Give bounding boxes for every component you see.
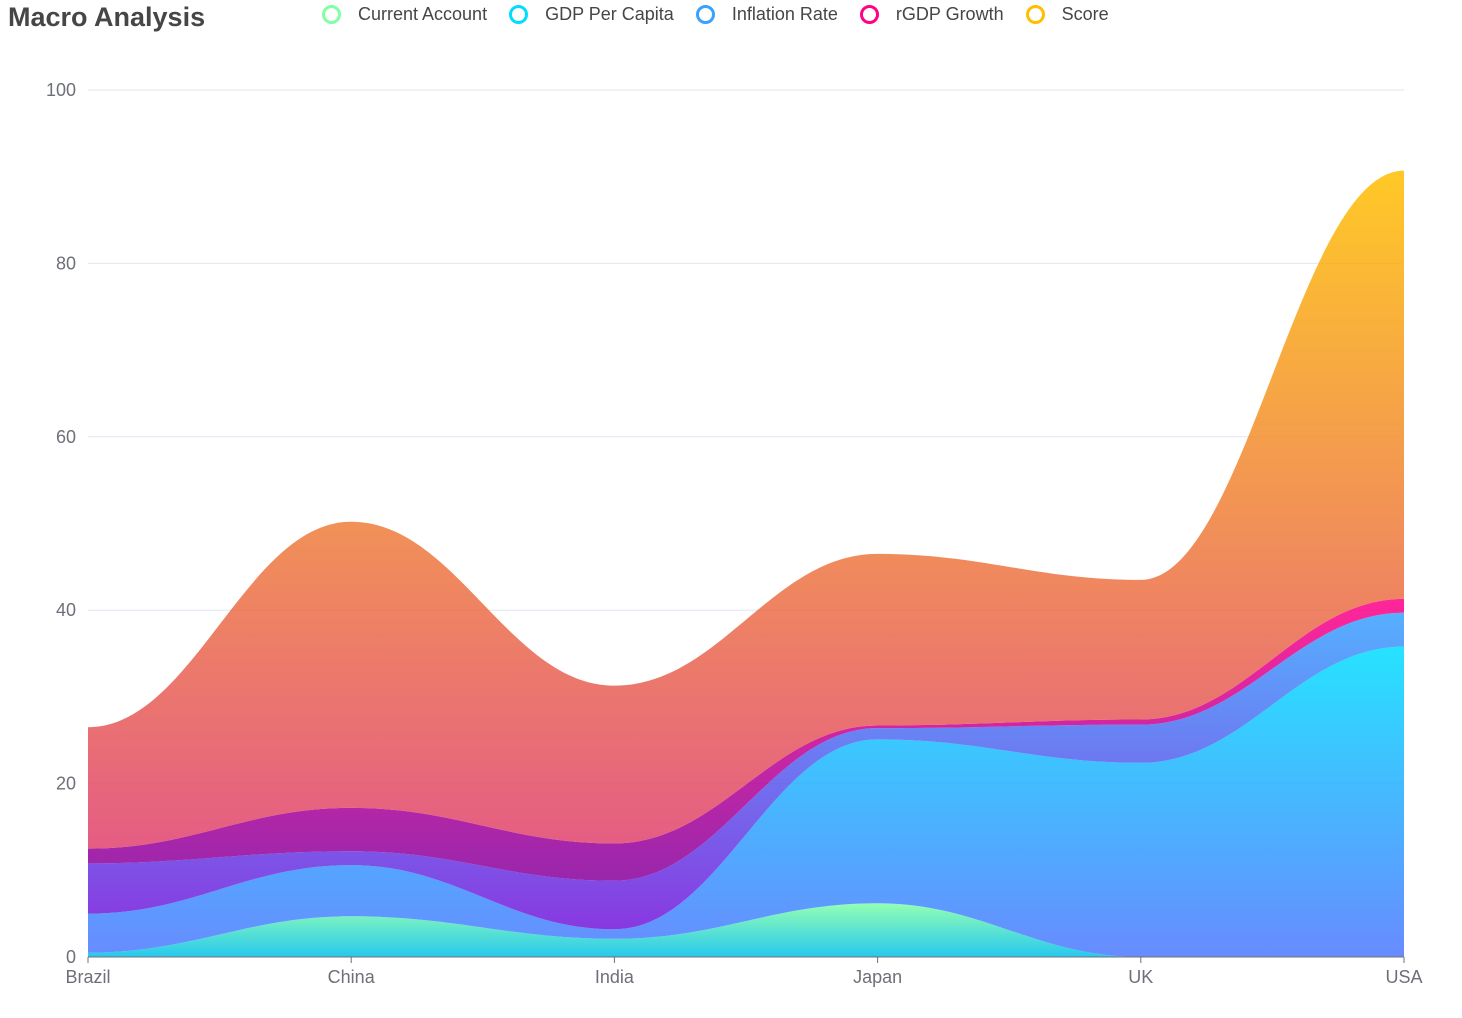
x-tick-label: Japan — [853, 967, 902, 987]
x-tick-label: China — [328, 967, 376, 987]
legend-circle-icon — [859, 5, 879, 24]
legend-label: Current Account — [358, 4, 488, 24]
area-score — [88, 170, 1404, 849]
y-tick-label: 80 — [56, 253, 76, 273]
x-tick-label: UK — [1128, 967, 1153, 987]
legend-label: GDP Per Capita — [545, 4, 674, 24]
y-tick-label: 20 — [56, 774, 76, 794]
legend-label: Score — [1061, 4, 1109, 24]
legend-item[interactable]: Current Account — [322, 4, 487, 25]
area-current-account — [88, 903, 1404, 957]
legend-item[interactable]: rGDP Growth — [859, 4, 1004, 25]
legend-circle-icon — [509, 5, 529, 24]
chart-title: Macro Analysis — [8, 2, 206, 32]
legend-circle-icon — [322, 5, 341, 24]
y-tick-label: 100 — [46, 80, 76, 100]
legend-circle-icon — [695, 5, 715, 24]
y-tick-label: 0 — [66, 947, 76, 967]
x-tick-label: Brazil — [65, 967, 110, 987]
legend-circle-icon — [1025, 5, 1045, 24]
legend: Current Account GDP Per Capita Inflation R… — [322, 4, 1131, 25]
legend-label: Inflation Rate — [731, 4, 838, 24]
area-rgdp-growth — [88, 598, 1404, 881]
area-gdp-per-capita — [88, 646, 1404, 957]
legend-item[interactable]: Score — [1025, 4, 1109, 25]
legend-item[interactable]: GDP Per Capita — [509, 4, 674, 25]
y-tick-label: 40 — [56, 600, 76, 620]
x-tick-label: India — [595, 967, 635, 987]
y-tick-label: 60 — [56, 427, 76, 447]
legend-item[interactable]: Inflation Rate — [695, 4, 838, 25]
legend-label: rGDP Growth — [895, 4, 1004, 24]
x-tick-label: USA — [1385, 967, 1422, 987]
